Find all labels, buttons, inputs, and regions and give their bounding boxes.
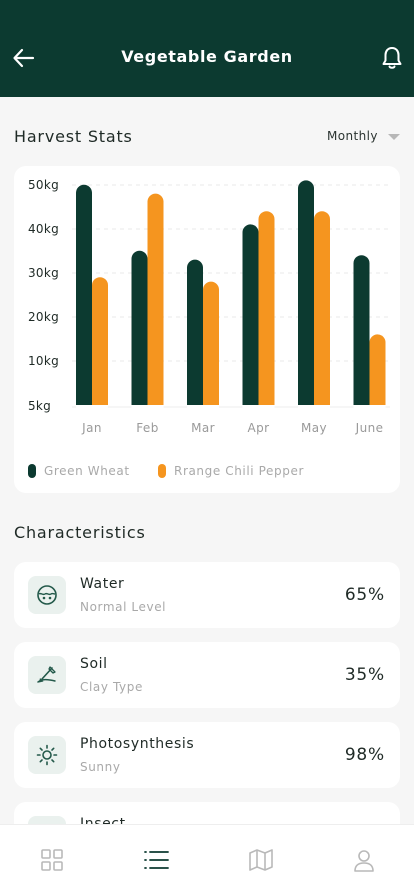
x-tick-label: Jan	[81, 421, 102, 435]
period-select[interactable]: Monthly	[327, 129, 378, 143]
characteristic-card-soil[interactable]: Soil Clay Type 35%	[14, 642, 400, 708]
bar-base-mask	[131, 405, 148, 413]
map-icon[interactable]	[248, 847, 274, 873]
legend-label: Rrange Chili Pepper	[174, 464, 304, 478]
page-title: Vegetable Garden	[121, 47, 293, 66]
legend-item-chili-pepper: Rrange Chili Pepper	[158, 463, 304, 479]
y-tick-label: 50kg	[28, 178, 59, 192]
bar-base-mask	[147, 405, 164, 413]
characteristic-name: Soil	[80, 656, 108, 672]
y-tick-label: 30kg	[28, 266, 59, 280]
bottom-tab-bar	[0, 824, 414, 896]
y-tick-label: 20kg	[28, 310, 59, 324]
bar-base-mask	[187, 405, 203, 413]
harvest-stats-title: Harvest Stats	[14, 127, 133, 146]
characteristic-card-water[interactable]: Water Normal Level 65%	[14, 562, 400, 628]
y-tick-label: 5kg	[28, 399, 51, 413]
arrow-left-icon[interactable]	[10, 44, 38, 72]
x-tick-label: June	[355, 421, 384, 435]
list-icon[interactable]	[143, 847, 169, 873]
x-tick-label: Apr	[248, 421, 270, 435]
harvest-chart-card: 5kg 10kg 20kg 30kg 40kg 50kg Jan Feb Mar Apr May Ju…	[14, 166, 400, 493]
x-tick-label: Feb	[136, 421, 158, 435]
shovel-icon	[28, 656, 66, 694]
bar-green-wheat	[187, 259, 203, 413]
characteristic-name: Photosynthesis	[80, 736, 195, 752]
bar-base-mask	[203, 405, 219, 413]
bell-icon[interactable]	[380, 45, 404, 71]
grid-icon[interactable]	[39, 847, 65, 873]
bar-base-mask	[298, 405, 314, 413]
bar-green-wheat	[242, 224, 259, 413]
water-icon	[28, 576, 66, 614]
characteristic-sub: Normal Level	[80, 600, 167, 614]
characteristic-sub: Sunny	[80, 760, 121, 774]
y-tick-label: 10kg	[28, 354, 59, 368]
bar-green-wheat	[298, 180, 314, 413]
legend-swatch	[158, 464, 166, 478]
y-tick-label: 40kg	[28, 222, 59, 236]
characteristic-sub: Clay Type	[80, 680, 143, 694]
characteristic-value: 35%	[344, 665, 385, 685]
bar-green-wheat	[353, 255, 370, 413]
bar-green-wheat	[131, 250, 148, 413]
app-header: Vegetable Garden	[0, 0, 414, 97]
legend-item-green-wheat: Green Wheat	[28, 463, 130, 479]
sun-icon	[28, 736, 66, 774]
bar-base-mask	[242, 405, 259, 413]
bar-base-mask	[369, 405, 386, 413]
characteristic-name: Water	[80, 576, 125, 592]
bar-base-mask	[353, 405, 370, 413]
bar-rrange-chili-pepper	[369, 334, 386, 413]
bar-base-mask	[76, 405, 92, 413]
bar-rrange-chili-pepper	[258, 211, 275, 413]
bar-green-wheat	[76, 184, 92, 413]
legend-swatch	[28, 464, 36, 478]
characteristic-value: 98%	[344, 745, 385, 765]
x-tick-label: Mar	[191, 421, 215, 435]
bar-rrange-chili-pepper	[147, 193, 164, 413]
user-icon[interactable]	[351, 847, 377, 873]
characteristic-card-photosynthesis[interactable]: Photosynthesis Sunny 98%	[14, 722, 400, 788]
characteristic-value: 65%	[344, 585, 385, 605]
characteristics-title: Characteristics	[14, 523, 146, 542]
harvest-bar-chart: 5kg 10kg 20kg 30kg 40kg 50kg Jan Feb Mar Apr May Ju…	[28, 178, 390, 435]
bar-rrange-chili-pepper	[92, 277, 108, 413]
chevron-down-icon[interactable]	[388, 134, 400, 140]
bar-base-mask	[92, 405, 108, 413]
bar-base-mask	[314, 405, 330, 413]
bar-base-mask	[258, 405, 275, 413]
bar-rrange-chili-pepper	[314, 211, 330, 413]
x-tick-label: May	[301, 421, 327, 435]
legend-label: Green Wheat	[44, 464, 130, 478]
bar-rrange-chili-pepper	[203, 281, 219, 413]
